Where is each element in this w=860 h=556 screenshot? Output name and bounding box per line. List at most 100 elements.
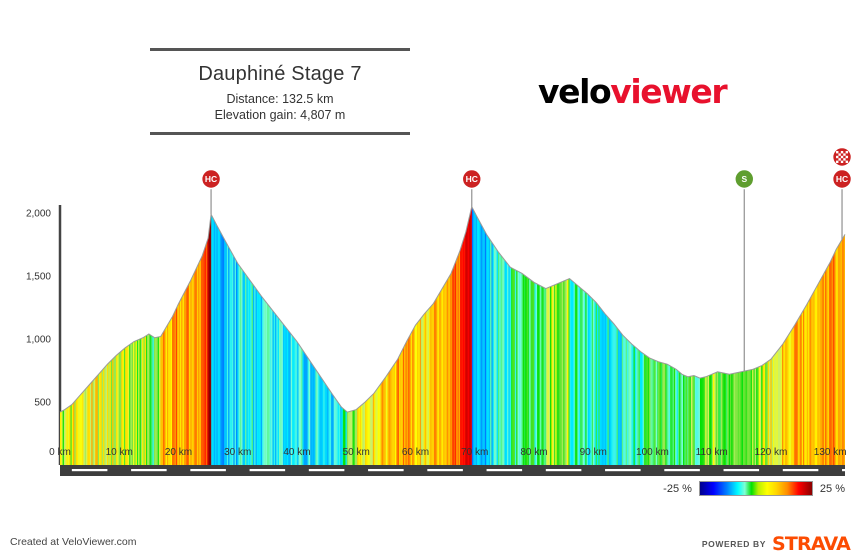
legend-min-label: -25 % [663,482,692,495]
gradient-band [577,206,580,465]
gradient-band [604,206,607,465]
gradient-band [530,206,533,465]
gradient-band [191,206,194,465]
gradient-band [829,206,831,465]
gradient-band [173,206,176,465]
gradient-band [792,206,795,465]
gradient-band [181,206,184,465]
gradient-band [230,206,233,465]
gradient-band [285,206,288,465]
gradient-band [250,206,253,465]
sprint-badge[interactable] [733,168,755,190]
gradient-band [606,206,609,465]
gradient-band [513,206,516,465]
gradient-band [219,206,221,465]
road-strip [60,465,860,476]
gradient-band [555,206,558,465]
marker-hc-3[interactable]: HC [831,168,853,240]
gradient-band [465,206,468,465]
gradient-band [800,206,803,465]
road-dash [190,469,226,472]
gradient-band [469,206,472,465]
gradient-band [215,206,218,465]
gradient-band [802,206,805,465]
gradient-band [510,206,513,465]
gradient-band [522,206,525,465]
gradient-band [195,206,198,465]
road-dash [723,469,760,472]
gradient-band [492,206,495,465]
gradient-band [832,206,835,465]
gradient-band [496,206,499,465]
hc-badge[interactable] [461,168,483,190]
road-dash [605,469,641,472]
gradient-band [176,206,178,465]
gradient-band [269,206,272,465]
gradient-band [616,206,619,465]
legend-gradient-bar [698,481,813,496]
gradient-band [490,206,493,465]
gradient-band [445,206,448,465]
gradient-band [289,206,292,465]
x-tick-label: 40 km [283,447,310,458]
gradient-band [273,206,276,465]
checkered-flag-icon [836,151,849,163]
gradient-band [470,206,473,465]
gradient-band [520,206,523,465]
gradient-band [500,206,503,465]
gradient-band [546,206,549,465]
gradient-band [444,206,447,465]
gradient-band [598,206,601,465]
gradient-band [815,206,818,465]
gradient-band [524,206,526,465]
marker-sprint-1[interactable]: S [733,168,755,372]
gradient-band [581,206,584,465]
gradient-band [540,206,543,465]
road-dash [782,469,819,472]
gradient-band [422,206,425,465]
stage-distance: Distance: 132.5 km [226,92,334,106]
marker-hc-1[interactable]: HC [200,168,222,215]
gradient-band [462,206,465,465]
hc-badge[interactable] [831,168,853,190]
gradient-band [550,206,552,465]
gradient-band [806,206,809,465]
hc-badge[interactable] [200,168,222,190]
gradient-band [423,206,426,465]
gradient-band [537,206,539,465]
gradient-band [146,206,148,465]
gradient-band [563,206,566,465]
gradient-band [232,206,234,465]
gradient-band [243,206,246,465]
title-block: Dauphiné Stage 7 Distance: 132.5 km Elev… [150,48,410,135]
gradient-band [619,206,622,465]
y-tick-label: 500 [34,398,51,409]
gradient-band [248,206,251,465]
gradient-band [457,206,460,465]
gradient-band [576,206,579,465]
x-tick-label: 20 km [165,447,192,458]
gradient-band [234,206,237,465]
gradient-band [797,206,800,465]
gradient-band [458,206,461,465]
marker-label: HC [466,174,478,184]
gradient-band [473,206,476,465]
gradient-band [284,206,287,465]
gradient-band [174,206,177,465]
gradient-band [418,206,421,465]
gradient-band [475,206,478,465]
gradient-band [830,206,833,465]
gradient-band [183,206,186,465]
marker-hc-2[interactable]: HC [461,168,483,207]
gradient-band [454,206,457,465]
strava-wordmark: STRAVA [771,533,851,555]
x-tick-label: 10 km [106,447,133,458]
gradient-band [585,206,588,465]
gradient-band [424,206,427,465]
gradient-band [434,206,436,465]
marker-finish[interactable] [831,146,853,168]
gradient-band [185,206,188,465]
gradient-band [822,206,825,465]
gradient-band [212,206,215,465]
gradient-band [488,206,491,465]
